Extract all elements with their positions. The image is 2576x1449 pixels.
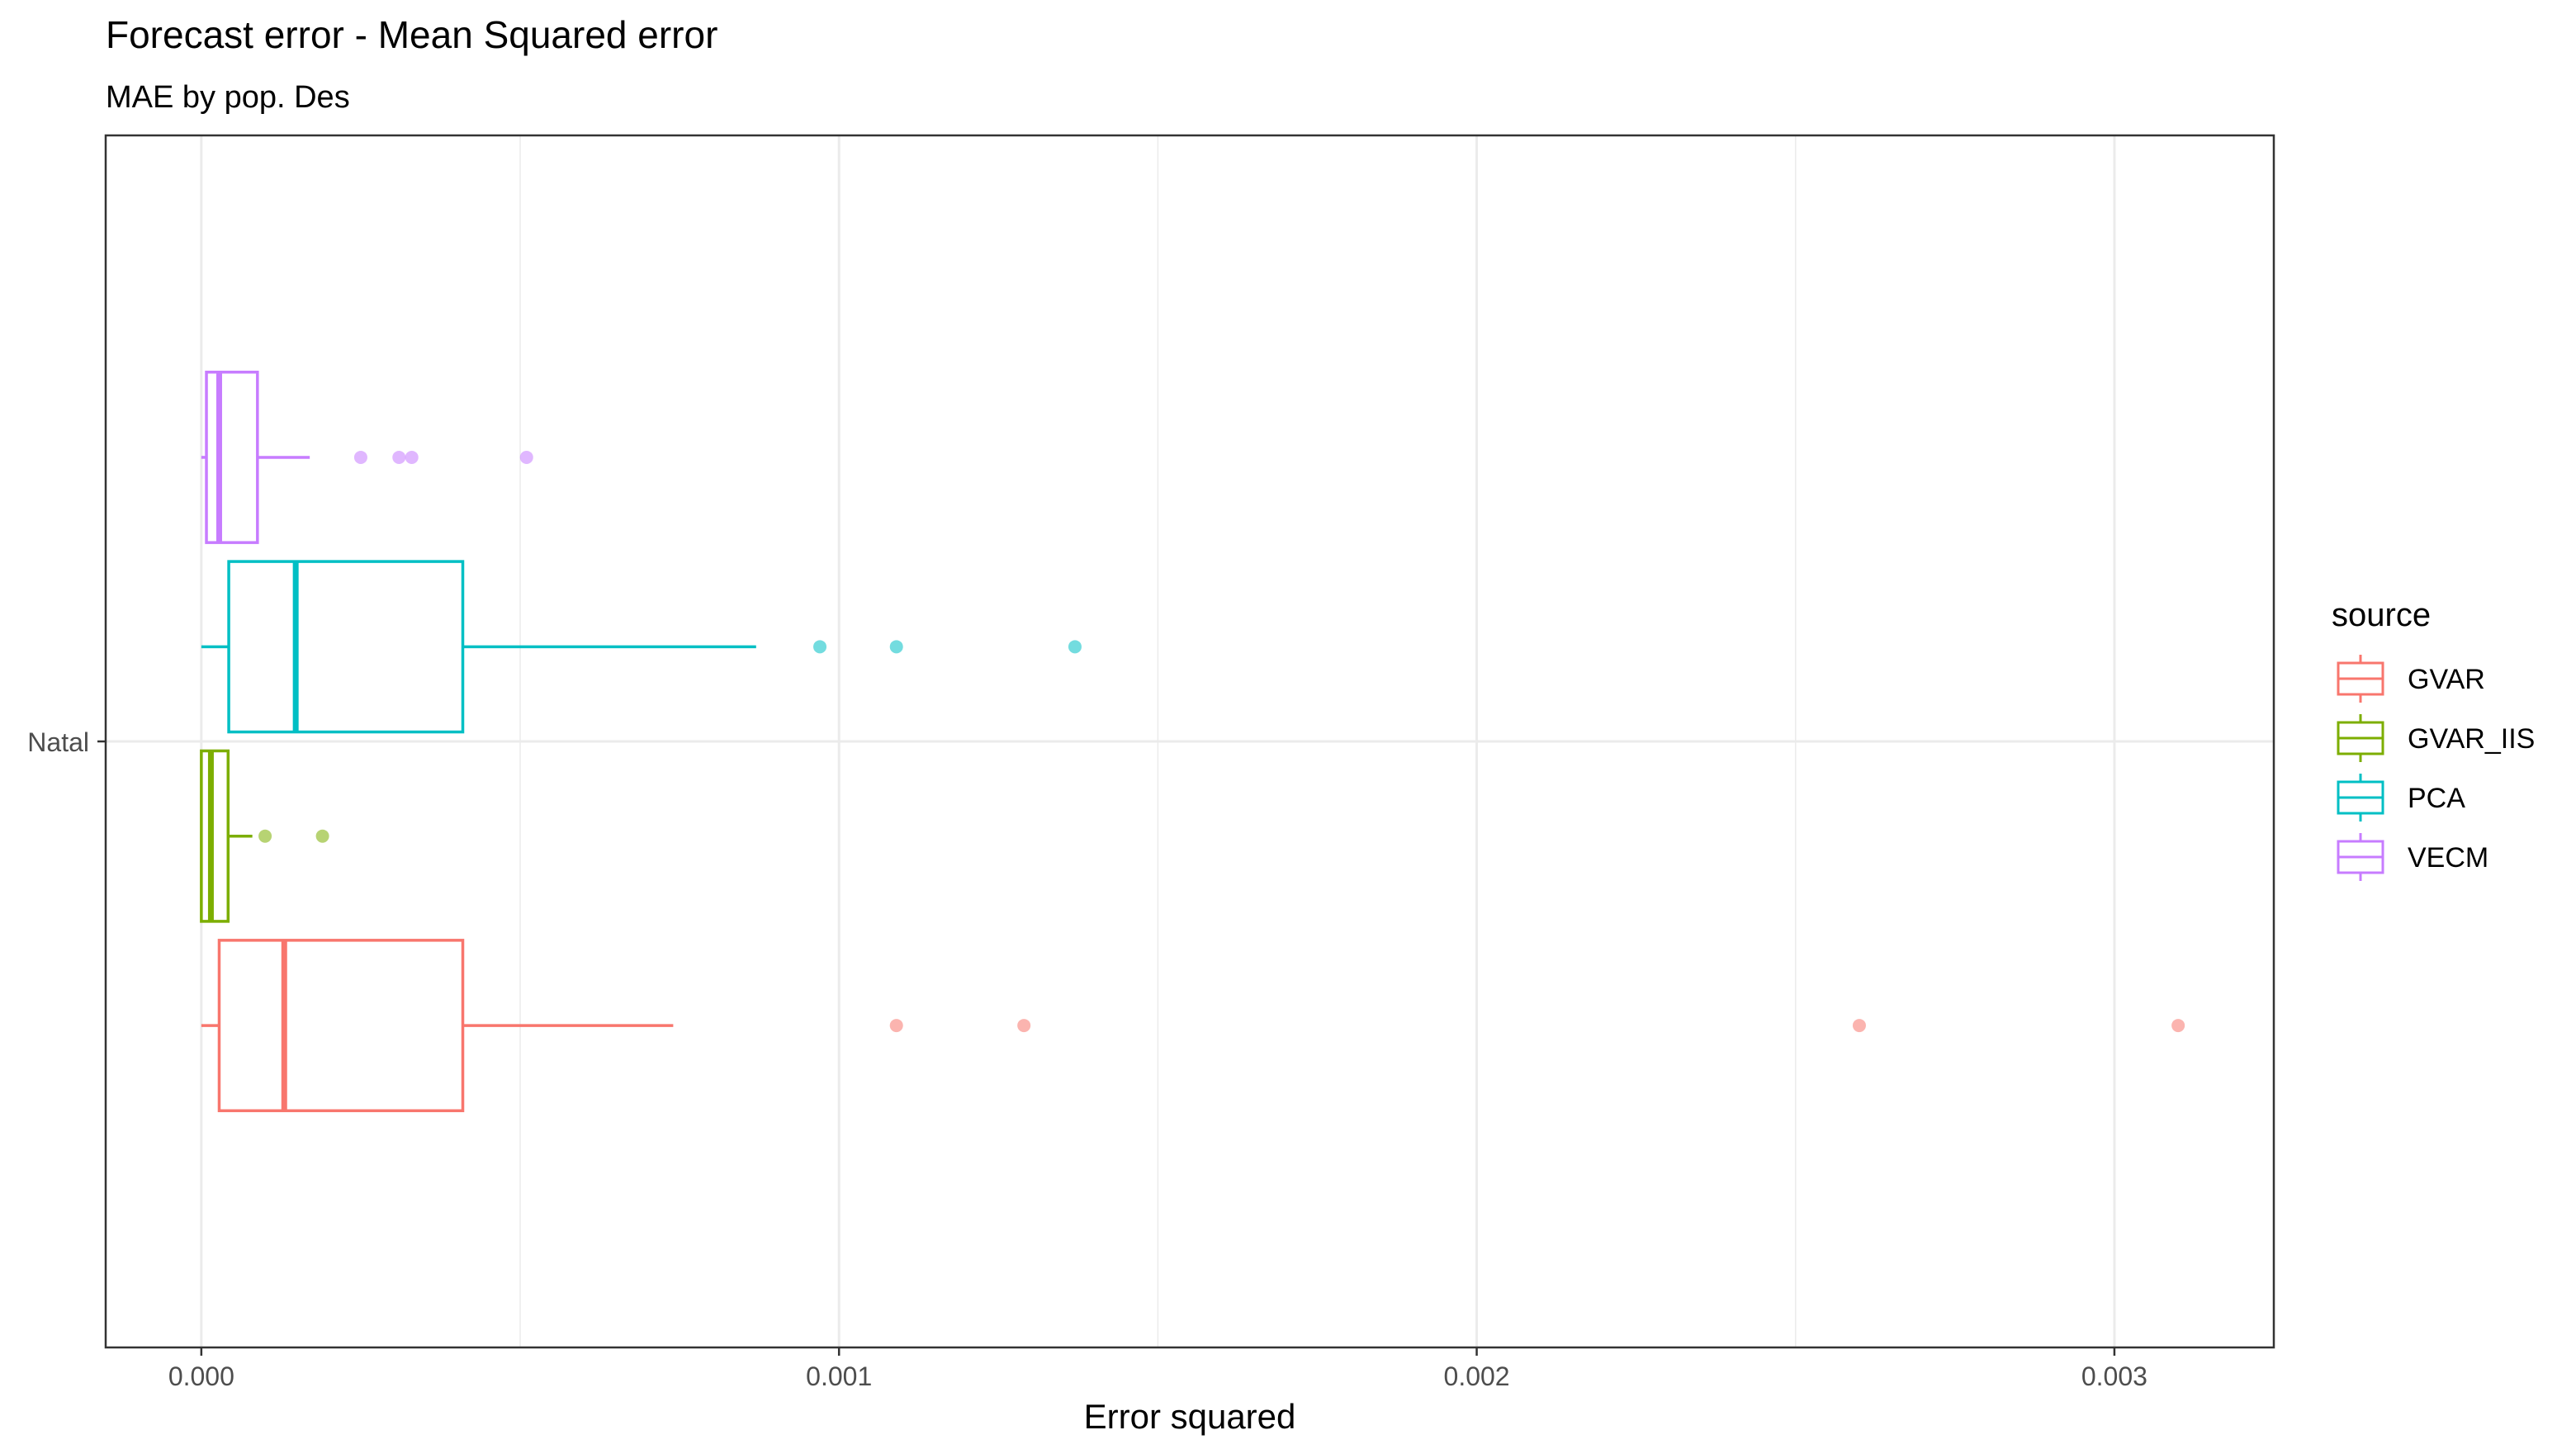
outlier-point: [1068, 640, 1082, 654]
x-tick-label: 0.002: [1444, 1361, 1510, 1391]
outlier-point: [889, 640, 903, 654]
outlier-point: [813, 640, 827, 654]
box: [227, 560, 465, 734]
outlier-point: [1017, 1019, 1031, 1033]
legend-label: VECM: [2408, 842, 2488, 874]
boxplot-gvar-iis: [200, 749, 329, 923]
legend-item-pca: PCA: [2337, 774, 2465, 822]
legend-item-gvar-iis: GVAR_IIS: [2337, 714, 2535, 762]
x-tick-label: 0.001: [806, 1361, 872, 1391]
outlier-point: [889, 1019, 903, 1033]
outlier-point: [2171, 1019, 2185, 1033]
boxplot-gvar: [201, 939, 2185, 1113]
legend-label: GVAR: [2408, 664, 2485, 695]
box: [200, 749, 230, 923]
chart-subtitle: MAE by pop. Des: [106, 80, 350, 115]
x-axis: 0.000 0.001 0.002 0.003: [168, 1347, 2147, 1391]
outlier-point: [519, 450, 533, 464]
box: [205, 370, 259, 544]
legend: source GVAR GVAR_IIS PCA VECM: [2332, 597, 2535, 881]
outlier-point: [405, 450, 419, 464]
panel-grid: [106, 135, 2274, 1347]
legend-title: source: [2332, 597, 2431, 633]
y-axis: Natal: [27, 727, 106, 757]
legend-label: PCA: [2408, 783, 2465, 814]
outlier-point: [353, 450, 367, 464]
boxplot-series-group: [200, 370, 2185, 1113]
y-tick-label: Natal: [27, 727, 89, 757]
x-axis-title: Error squared: [1084, 1397, 1296, 1436]
box: [217, 939, 465, 1113]
legend-item-gvar: GVAR: [2337, 655, 2485, 703]
outlier-point: [315, 829, 329, 843]
boxplot-vecm: [201, 370, 533, 544]
outlier-point: [1852, 1019, 1866, 1033]
legend-item-vecm: VECM: [2337, 833, 2488, 881]
outlier-point: [258, 829, 272, 843]
boxplot-pca: [201, 560, 1082, 734]
outlier-point: [392, 450, 406, 464]
chart-title: Forecast error - Mean Squared error: [106, 13, 717, 56]
x-tick-label: 0.003: [2081, 1361, 2147, 1391]
legend-label: GVAR_IIS: [2408, 723, 2535, 755]
x-tick-label: 0.000: [168, 1361, 234, 1391]
